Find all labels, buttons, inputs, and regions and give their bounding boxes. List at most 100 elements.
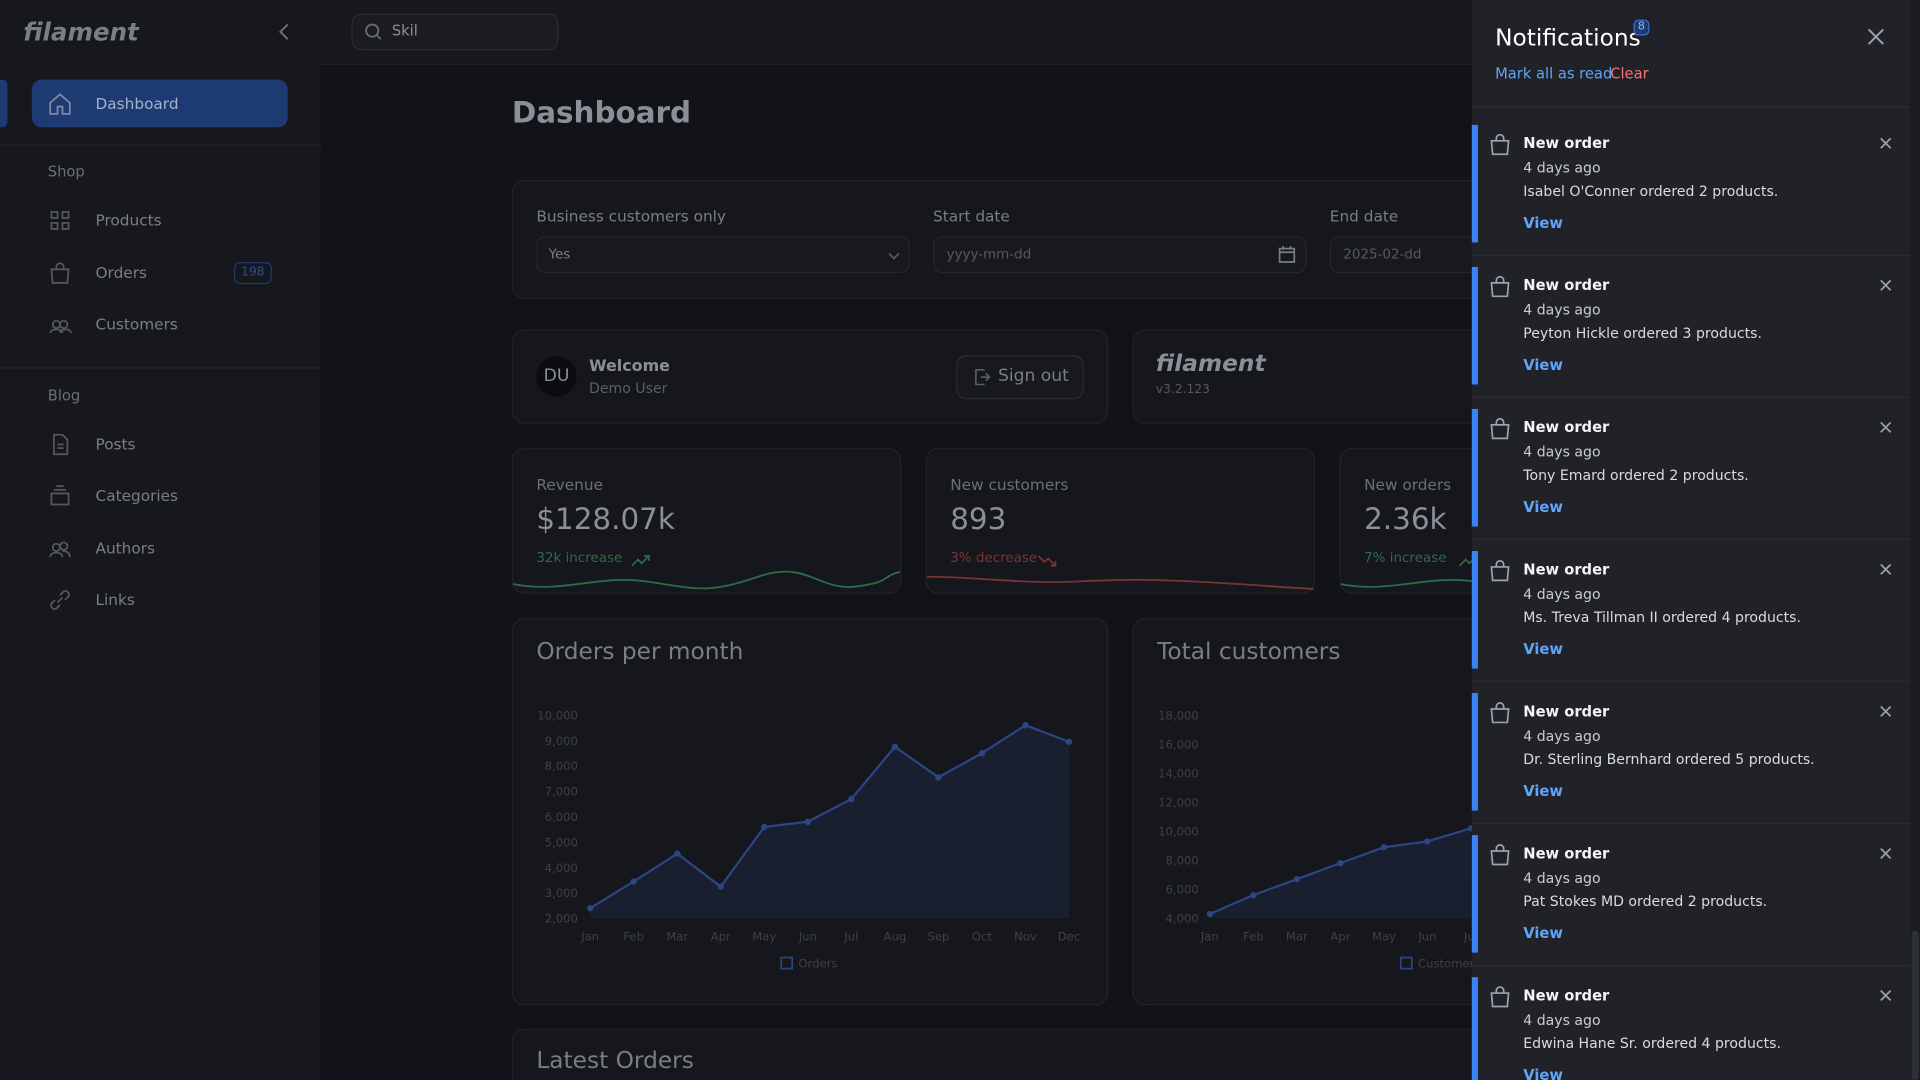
nav-item-active[interactable] bbox=[31, 79, 288, 128]
filter-input[interactable] bbox=[933, 236, 1307, 274]
x-tick-label: Feb bbox=[1243, 929, 1264, 943]
collapse-button[interactable] bbox=[274, 22, 294, 42]
mark-all-link[interactable]: Mark all as read bbox=[1495, 64, 1613, 83]
search-input[interactable]: Skil bbox=[391, 22, 418, 40]
notification-time: 4 days ago bbox=[1523, 727, 1601, 745]
chart-card bbox=[511, 618, 1109, 1006]
filter-value[interactable]: Yes bbox=[548, 246, 571, 263]
icon-shape bbox=[631, 555, 650, 567]
stat-card bbox=[511, 448, 902, 594]
filter-value[interactable]: yyyy-mm-dd bbox=[946, 246, 1032, 263]
point bbox=[1206, 910, 1213, 918]
point bbox=[804, 818, 812, 826]
notification-title: New order bbox=[1523, 986, 1610, 1005]
brand[interactable]: filament bbox=[23, 17, 139, 47]
notification-title: New order bbox=[1523, 418, 1610, 436]
nav-label[interactable]: Links bbox=[95, 590, 135, 609]
area bbox=[590, 725, 1069, 919]
icon-shape bbox=[1278, 246, 1296, 263]
search-box[interactable] bbox=[351, 13, 559, 51]
nav-label[interactable]: Customers bbox=[95, 314, 178, 334]
scrollbar-thumb[interactable] bbox=[1911, 930, 1919, 1080]
nav-label[interactable]: Orders bbox=[95, 262, 147, 282]
point bbox=[717, 883, 724, 890]
notification-action[interactable]: View bbox=[1523, 924, 1563, 942]
clear-link[interactable]: Clear bbox=[1610, 64, 1649, 83]
nav-label[interactable]: Posts bbox=[95, 434, 136, 453]
notification-action[interactable]: View bbox=[1523, 356, 1563, 374]
dismiss-button[interactable] bbox=[1875, 416, 1899, 440]
nav-label[interactable]: Authors bbox=[95, 538, 156, 557]
sidebar bbox=[0, 0, 321, 1080]
dismiss-button[interactable] bbox=[1875, 132, 1899, 156]
sign-out-label[interactable]: Sign out bbox=[997, 366, 1069, 386]
notification-action[interactable]: View bbox=[1523, 214, 1563, 232]
icon-shape bbox=[1490, 986, 1510, 1008]
notification-accent bbox=[1471, 835, 1478, 953]
icon bbox=[975, 369, 991, 386]
x-tick-label: Apr bbox=[1330, 929, 1350, 943]
stat-value: 2.36k bbox=[1364, 502, 1447, 537]
dismiss-button[interactable] bbox=[1875, 842, 1899, 866]
icon bbox=[49, 540, 71, 557]
icon-shape bbox=[53, 433, 69, 455]
notification-action[interactable]: View bbox=[1523, 782, 1563, 800]
icon bbox=[1490, 844, 1510, 866]
notification-accent bbox=[1471, 124, 1478, 243]
notification-title: New order bbox=[1523, 844, 1610, 863]
info-brand: filament bbox=[1155, 350, 1266, 378]
dismiss-button[interactable] bbox=[1875, 274, 1899, 298]
notification-divider bbox=[1471, 680, 1911, 683]
point bbox=[891, 743, 899, 751]
filter-input[interactable] bbox=[536, 236, 910, 274]
nav-label[interactable]: Categories bbox=[95, 486, 179, 505]
notification-time: 4 days ago bbox=[1523, 159, 1601, 177]
icon-shape bbox=[49, 319, 72, 334]
nav-label[interactable]: Dashboard bbox=[95, 94, 179, 113]
nav-label[interactable]: Products bbox=[95, 210, 162, 229]
point bbox=[1065, 738, 1073, 745]
sign-out-button[interactable] bbox=[956, 355, 1084, 400]
notification-time: 4 days ago bbox=[1523, 869, 1601, 887]
point bbox=[1022, 722, 1029, 729]
notification-body: Pat Stokes MD ordered 2 products. bbox=[1523, 892, 1768, 910]
icon-shape bbox=[1880, 847, 1892, 859]
icon-shape bbox=[1490, 417, 1510, 440]
close-button[interactable] bbox=[1866, 27, 1886, 47]
notification-action[interactable]: View bbox=[1523, 1066, 1563, 1080]
icon bbox=[1490, 702, 1510, 724]
dismiss-button[interactable] bbox=[1875, 984, 1899, 1008]
stat-label: Revenue bbox=[536, 475, 603, 494]
dismiss-button[interactable] bbox=[1875, 700, 1899, 724]
y-tick-label: 12,000 bbox=[1158, 796, 1199, 810]
notification-action[interactable]: View bbox=[1523, 498, 1563, 516]
stat-description: 3% decrease bbox=[950, 549, 1038, 566]
notification-time: 4 days ago bbox=[1523, 585, 1601, 603]
icon bbox=[1278, 246, 1296, 263]
notification-title: New order bbox=[1523, 702, 1610, 720]
scrollbar bbox=[1910, 0, 1920, 1080]
filter-value[interactable]: 2025-02-dd bbox=[1343, 246, 1422, 263]
icon-shape bbox=[49, 540, 71, 557]
point bbox=[848, 795, 855, 803]
dismiss-button[interactable] bbox=[1875, 558, 1899, 582]
y-tick-label: 10,000 bbox=[537, 708, 578, 722]
notification-accent bbox=[1471, 408, 1478, 527]
point bbox=[674, 850, 681, 857]
icon bbox=[1490, 986, 1510, 1008]
y-tick-label: 16,000 bbox=[1158, 737, 1199, 751]
icon-shape bbox=[1490, 702, 1510, 724]
nav-group-label: Shop bbox=[47, 162, 85, 180]
icon-shape bbox=[1880, 137, 1892, 149]
chart-title: Orders per month bbox=[536, 638, 743, 665]
y-tick-label: 4,000 bbox=[545, 861, 578, 875]
notification-action[interactable]: View bbox=[1523, 640, 1563, 658]
user-name: Demo User bbox=[588, 379, 668, 397]
x-tick-label: Jan bbox=[580, 929, 599, 943]
count-badge: 8 bbox=[1633, 19, 1650, 36]
point bbox=[1380, 844, 1388, 851]
y-tick-label: 2,000 bbox=[545, 912, 578, 926]
icon bbox=[1490, 133, 1510, 156]
sparkline-line bbox=[513, 570, 900, 590]
